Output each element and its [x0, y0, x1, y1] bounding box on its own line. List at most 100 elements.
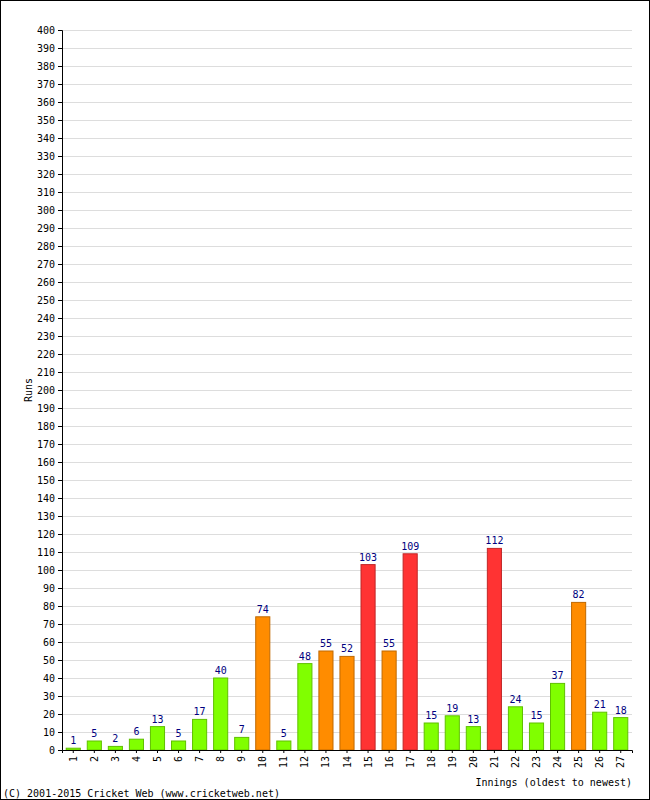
x-tick: 9 [236, 750, 247, 762]
x-tick-mark [220, 750, 221, 753]
x-tick: 1 [68, 750, 79, 762]
data-label: 109 [401, 541, 419, 552]
data-label: 21 [594, 699, 606, 710]
x-tick: 27 [615, 750, 626, 768]
x-tick-label: 1 [68, 756, 79, 762]
y-tick-label: 50 [43, 655, 55, 666]
grid-line [62, 246, 632, 247]
x-tick-mark [389, 750, 390, 753]
y-tick: 190 [37, 403, 62, 414]
x-tick-mark [325, 750, 326, 753]
y-tick-mark [58, 84, 62, 85]
y-tick: 50 [43, 655, 62, 666]
x-axis-title: Innings (oldest to newest) [475, 777, 632, 788]
grid-line [62, 372, 632, 373]
x-tick-mark [178, 750, 179, 753]
x-tick-label: 7 [194, 756, 205, 762]
x-tick: 15 [363, 750, 374, 768]
grid-line [62, 174, 632, 175]
data-label: 5 [91, 728, 97, 739]
x-tick-mark [304, 750, 305, 753]
annotation: (C) 2001-2015 Cricket Web (www.cricketwe… [3, 788, 280, 799]
x-tick: 24 [552, 750, 563, 768]
y-tick-mark [58, 498, 62, 499]
grid-line [62, 390, 632, 391]
y-tick-label: 70 [43, 619, 55, 630]
y-tick-mark [58, 552, 62, 553]
y-tick-mark [58, 372, 62, 373]
data-label: 103 [359, 552, 377, 563]
x-tick-mark [241, 750, 242, 753]
x-tick-label: 12 [299, 756, 310, 768]
grid-line [62, 534, 632, 535]
y-tick: 10 [43, 727, 62, 738]
y-tick: 370 [37, 79, 62, 90]
grid-line [62, 210, 632, 211]
x-tick-label: 13 [320, 756, 331, 768]
x-tick-label: 15 [363, 756, 374, 768]
data-label: 5 [281, 728, 287, 739]
x-tick-mark [283, 750, 284, 753]
y-tick-label: 160 [37, 457, 55, 468]
bar [529, 723, 543, 750]
y-tick-mark [58, 336, 62, 337]
x-tick-mark [494, 750, 495, 753]
y-tick: 210 [37, 367, 62, 378]
data-label: 2 [112, 733, 118, 744]
bar [445, 716, 459, 750]
y-tick-label: 130 [37, 511, 55, 522]
x-tick-mark [536, 750, 537, 753]
bar [256, 617, 270, 750]
data-label: 19 [446, 703, 458, 714]
grid-line [62, 156, 632, 157]
grid-line [62, 300, 632, 301]
grid-line [62, 606, 632, 607]
grid-line [62, 192, 632, 193]
x-tick-label: 4 [131, 756, 142, 762]
data-label: 5 [176, 728, 182, 739]
y-tick: 110 [37, 547, 62, 558]
y-tick-mark [58, 660, 62, 661]
data-label: 52 [341, 643, 353, 654]
data-label: 40 [215, 665, 227, 676]
x-tick: 20 [468, 750, 479, 768]
x-tick-mark [452, 750, 453, 753]
bar [66, 748, 80, 750]
y-tick-mark [58, 588, 62, 589]
y-tick-mark [58, 138, 62, 139]
y-tick: 180 [37, 421, 62, 432]
y-axis-line [58, 31, 63, 751]
y-tick: 120 [37, 529, 62, 540]
y-tick-label: 390 [37, 43, 55, 54]
y-tick-mark [58, 228, 62, 229]
grid-line [62, 462, 632, 463]
y-tick: 40 [43, 673, 62, 684]
bar [298, 664, 312, 750]
y-tick: 170 [37, 439, 62, 450]
bar [551, 683, 565, 750]
y-tick-mark [58, 444, 62, 445]
y-tick-mark [58, 606, 62, 607]
y-tick: 400 [37, 25, 62, 36]
x-tick-mark [578, 750, 579, 753]
x-tick: 16 [384, 750, 395, 768]
grid-line [62, 318, 632, 319]
x-tick-mark [620, 750, 621, 753]
bar [403, 554, 417, 750]
grid-line [62, 48, 632, 49]
x-tick: 6 [173, 750, 184, 762]
chart-container: 0102030405060708090100110120130140150160… [0, 0, 650, 800]
y-tick-mark [58, 642, 62, 643]
bars [66, 548, 628, 750]
grid [62, 31, 632, 751]
x-tick-label: 17 [405, 756, 416, 768]
y-tick-label: 210 [37, 367, 55, 378]
x-tick: 3 [110, 750, 121, 762]
x-tick-label: 19 [447, 756, 458, 768]
y-tick-mark [58, 714, 62, 715]
grid-line [62, 264, 632, 265]
y-tick: 220 [37, 349, 62, 360]
x-tick-mark [410, 750, 411, 753]
y-tick-label: 320 [37, 169, 55, 180]
grid-line [62, 354, 632, 355]
